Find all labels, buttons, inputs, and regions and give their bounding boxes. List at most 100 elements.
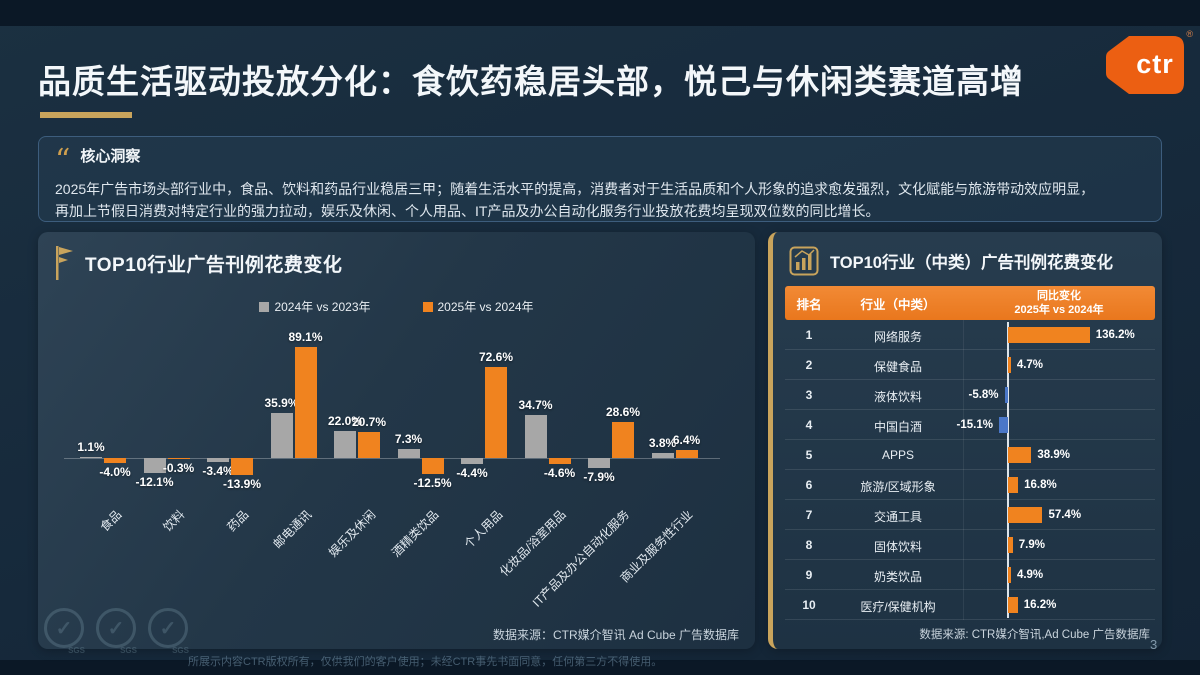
page-title: 品质生活驱动投放分化：食饮药稳居头部，悦己与休闲类赛道高增	[38, 63, 1024, 100]
right-panel-title: TOP10行业（中类）广告刊例花费变化	[830, 254, 1113, 272]
industry-name-cell: 网络服务	[873, 330, 922, 344]
insight-text-line2: 再加上节假日消费对特定行业的强力拉动，娱乐及休闲、个人用品、IT产品及办公自动化…	[55, 203, 880, 219]
insight-title: 核心洞察	[80, 148, 141, 165]
table-header-change-line1: 同比变化	[1037, 289, 1081, 302]
bottom-strip	[0, 660, 1200, 675]
bar-2025-vs-2024	[358, 432, 380, 458]
bar-value-label: 7.3%	[394, 431, 423, 446]
legend-swatch-gray	[259, 301, 270, 312]
bar-value-label: -4.6%	[543, 465, 576, 480]
value-label: -5.8%	[968, 389, 999, 401]
bar-value-label: -7.9%	[583, 469, 615, 484]
industry-name-cell: 医疗/保健机构	[860, 600, 936, 614]
bar-2025-vs-2024	[104, 458, 126, 463]
rank-cell: 9	[805, 568, 813, 582]
legend-item-2024: 2024年 vs 2023年	[259, 298, 371, 315]
left-panel-header: TOP10行业广告刊例花费变化	[54, 246, 342, 280]
category-label: 药品	[224, 507, 252, 535]
bar-2025-vs-2024	[675, 450, 698, 458]
bar-value-label: -12.5%	[413, 475, 452, 490]
negative-value-bar	[998, 417, 1008, 433]
bar-2024-vs-2023	[207, 458, 229, 463]
table-row: 10 医疗/保健机构 16.2%	[785, 590, 1155, 620]
column-separator	[963, 320, 964, 620]
rank-cell: 2	[805, 358, 813, 372]
table-header-change-line2: 2025年 vs 2024年	[1014, 304, 1104, 316]
legend-item-2025: 2025年 vs 2024年	[422, 298, 534, 315]
industry-name-cell: 交通工具	[873, 510, 922, 524]
rank-cell: 6	[805, 478, 813, 492]
industry-name-cell: 保健食品	[873, 360, 922, 374]
category-label: 饮料	[160, 507, 188, 535]
legend-label-2024: 2024年 vs 2023年	[274, 300, 371, 314]
category-label: 酒精类饮品	[389, 507, 442, 560]
value-label: 16.8%	[1024, 479, 1057, 491]
bar-value-label: -13.9%	[222, 477, 262, 492]
industry-name-cell: 固体饮料	[873, 540, 922, 554]
registered-mark: ®	[1186, 29, 1193, 39]
page-number: 3	[1150, 637, 1158, 652]
table-header-rank: 排名	[796, 297, 822, 312]
bar-2024-vs-2023	[588, 458, 610, 468]
bar-value-label: 35.9%	[264, 396, 299, 411]
bar-value-label: 6.4%	[672, 433, 701, 447]
bar-2024-vs-2023	[397, 448, 420, 458]
bar-2025-vs-2024	[231, 458, 253, 476]
bar-2024-vs-2023	[524, 414, 547, 458]
sgs-label: SGS	[172, 646, 189, 655]
table-row: 1 网络服务 136.2%	[785, 320, 1155, 350]
quote-icon: “	[55, 142, 71, 178]
table-row: 9 奶类饮品 4.9%	[785, 560, 1155, 590]
table-row: 5 APPS 38.9%	[785, 440, 1155, 470]
insight-text-line1: 2025年广告市场头部行业中，食品、饮料和药品行业稳居三甲；随着生活水平的提高，…	[55, 181, 1095, 197]
flag-icon	[56, 246, 73, 280]
rank-cell: 7	[805, 508, 813, 522]
positive-value-bar	[1008, 447, 1032, 463]
right-data-source: 数据来源: CTR媒介智讯,Ad Cube 广告数据库	[919, 629, 1150, 641]
industry-name-cell: APPS	[881, 448, 914, 462]
positive-value-bar	[1008, 357, 1011, 373]
bar-value-label: 28.6%	[605, 405, 641, 420]
positive-value-bar	[1008, 507, 1043, 523]
bar-2025-vs-2024	[294, 346, 317, 458]
rank-cell: 4	[805, 418, 813, 432]
positive-value-bar	[1008, 477, 1019, 493]
legend-swatch-orange	[422, 301, 433, 312]
zero-axis-line	[1007, 322, 1009, 618]
sgs-label: SGS	[68, 646, 85, 655]
bar-value-label: 22.0%	[327, 413, 363, 428]
category-label: 食品	[97, 507, 125, 535]
positive-value-bar	[1008, 537, 1013, 553]
bar-2025-vs-2024	[548, 458, 571, 464]
legend-label-2025: 2025年 vs 2024年	[437, 300, 534, 314]
insight-header: “ 核心洞察	[55, 145, 141, 175]
bar-value-label: 89.1%	[288, 329, 323, 344]
title-accent-bar	[40, 112, 132, 118]
check-icon: ✓	[159, 618, 177, 640]
sgs-badge-icon: ✓ SGS	[96, 608, 137, 655]
x-axis-line	[64, 458, 720, 459]
check-icon: ✓	[55, 618, 73, 640]
top-strip	[0, 0, 1200, 26]
bar-value-label: 3.8%	[648, 436, 677, 451]
value-label: 4.9%	[1016, 569, 1044, 581]
bar-value-label: 72.6%	[478, 350, 514, 365]
ctr-logo: ctr ®	[1103, 29, 1193, 97]
value-label: 4.7%	[1016, 359, 1044, 371]
right-table-panel: TOP10行业（中类）广告刊例花费变化 排名 行业（中类） 同比变化 2025年…	[768, 232, 1162, 649]
industry-name-cell: 奶类饮品	[873, 570, 922, 584]
value-label: -15.1%	[956, 419, 993, 431]
bar-2024-vs-2023	[270, 413, 293, 458]
value-label: 16.2%	[1023, 599, 1057, 611]
copyright-disclaimer: 所展示内容CTR版权所有，仅供我们的客户使用；未经CTR事先书面同意，任何第三方…	[188, 656, 663, 668]
industry-name-cell: 旅游/区域形象	[860, 480, 936, 494]
table-row: 6 旅游/区域形象 16.8%	[785, 470, 1155, 500]
ctr-logo-text: ctr	[1136, 49, 1174, 79]
check-icon: ✓	[107, 618, 125, 640]
sgs-badge-icon: ✓ SGS	[148, 608, 189, 655]
table-header-industry: 行业（中类）	[860, 297, 936, 312]
table-row: 2 保健食品 4.7%	[785, 350, 1155, 380]
bar-2024-vs-2023	[334, 430, 356, 458]
grouped-bar-chart: 1.1% -4.0% 食品 -12.1% -0.3% 饮料 -3.4% -13.9% 药品 35.…	[46, 324, 746, 636]
